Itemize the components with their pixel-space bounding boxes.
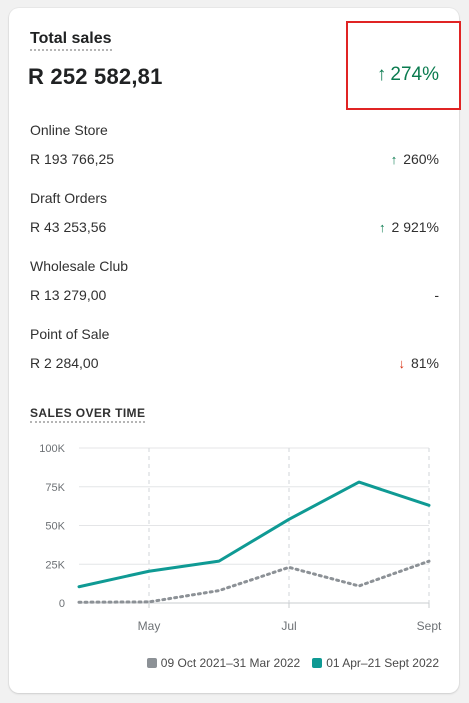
channel-change: - — [434, 287, 439, 303]
arrow-down-icon: ↓ — [398, 355, 405, 371]
channel-change: ↑ 2 921% — [379, 219, 439, 235]
channel-row-wholesale-club: Wholesale Club R 13 279,00 - — [30, 258, 439, 303]
channel-row-draft-orders: Draft Orders R 43 253,56 ↑ 2 921% — [30, 190, 439, 235]
channel-change: ↓ 81% — [398, 355, 439, 371]
highlight-box — [346, 21, 461, 110]
legend-swatch-previous — [146, 658, 157, 668]
channel-value: R 43 253,56 — [30, 219, 107, 235]
series-line-current — [77, 480, 431, 589]
channel-value: R 2 284,00 — [30, 355, 99, 371]
channel-row-online-store: Online Store R 193 766,25 ↑ 260% — [30, 122, 439, 167]
total-change: ↑ 274% — [377, 64, 439, 86]
channel-name: Wholesale Club — [30, 258, 129, 274]
arrow-up-icon: ↑ — [379, 219, 386, 235]
legend-item-current[interactable]: 01 Apr–21 Sept 2022 — [312, 656, 439, 670]
channel-name: Point of Sale — [30, 326, 110, 342]
total-change-percent: 274% — [390, 64, 439, 85]
channel-name: Online Store — [30, 122, 108, 138]
chart-legend: 09 Oct 2021–31 Mar 2022 01 Apr–21 Sept 2… — [146, 656, 439, 670]
channel-row-point-of-sale: Point of Sale R 2 284,00 ↓ 81% — [30, 326, 439, 371]
legend-swatch-current — [312, 658, 323, 668]
x-tick-label: Jul — [281, 619, 296, 633]
sales-line-chart[interactable]: 0 25K 50K 75K 100K May Jul Sept — [9, 438, 459, 648]
y-tick-label: 0 — [59, 598, 65, 610]
channel-change-percent: 2 921% — [391, 219, 439, 235]
x-tick-label: May — [138, 619, 161, 633]
sales-over-time-title[interactable]: SALES OVER TIME — [30, 406, 146, 423]
y-tick-label: 50K — [45, 521, 65, 533]
channel-change: ↑ 260% — [391, 151, 439, 167]
total-sales-value: R 252 582,81 — [28, 64, 163, 89]
arrow-up-icon: ↑ — [390, 151, 398, 167]
series-line-previous — [77, 559, 431, 604]
total-sales-card: Total sales R 252 582,81 ↑ 274% Online S… — [9, 8, 461, 693]
channel-value: R 193 766,25 — [30, 151, 115, 167]
card-title[interactable]: Total sales — [30, 30, 112, 51]
channel-change-percent: 260% — [403, 151, 439, 167]
y-tick-label: 100K — [39, 443, 65, 455]
legend-item-previous[interactable]: 09 Oct 2021–31 Mar 2022 — [146, 656, 301, 670]
channel-change-percent: - — [434, 287, 439, 303]
legend-label: 09 Oct 2021–31 Mar 2022 — [160, 656, 301, 670]
channel-name: Draft Orders — [30, 190, 108, 206]
channel-change-percent: 81% — [410, 355, 439, 371]
x-tick-label: Sept — [417, 619, 442, 633]
legend-label: 01 Apr–21 Sept 2022 — [326, 656, 439, 670]
arrow-up-icon: ↑ — [376, 64, 387, 85]
y-tick-label: 75K — [45, 482, 65, 494]
channel-value: R 13 279,00 — [30, 287, 107, 303]
y-tick-label: 25K — [45, 559, 65, 571]
